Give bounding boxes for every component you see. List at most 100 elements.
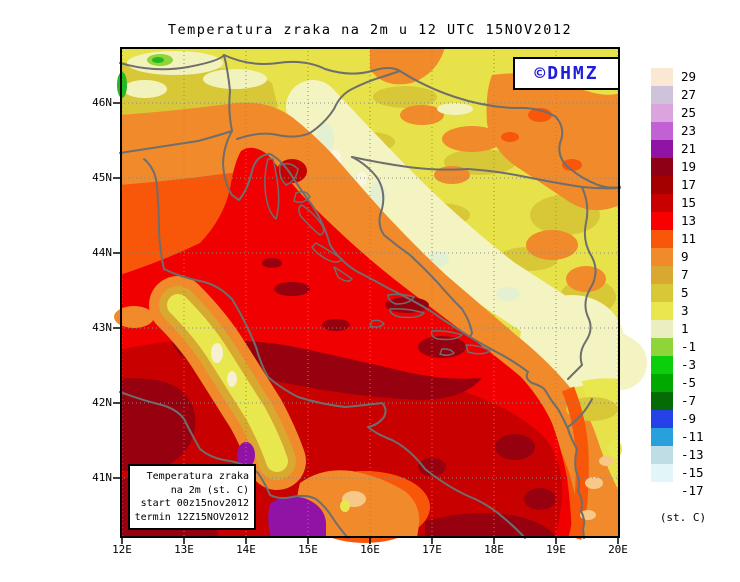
legend-row: -11 [651, 428, 704, 446]
legend-label: 1 [681, 321, 689, 336]
legend-swatch [651, 194, 673, 212]
legend-row: 25 [651, 104, 704, 122]
color-scale-legend: 29 27 25 23 21 19 17 15 13 11 9 7 5 3 1 -1 -3 -5 -7 -9 -11 -1… [651, 68, 704, 500]
lon-label: 16E [360, 543, 380, 556]
legend-label: -9 [681, 411, 697, 426]
legend-label: -5 [681, 375, 697, 390]
legend-row: 9 [651, 248, 704, 266]
legend-row: 11 [651, 230, 704, 248]
legend-row: -9 [651, 410, 704, 428]
lon-label: 12E [112, 543, 132, 556]
lon-label: 20E [608, 543, 628, 556]
legend-row: 13 [651, 212, 704, 230]
legend-swatch [651, 176, 673, 194]
axis-ticks [113, 102, 619, 544]
legend-label: 23 [681, 123, 697, 138]
legend-label: 11 [681, 231, 697, 246]
lat-label: 46N [92, 96, 112, 109]
legend-label: 7 [681, 267, 689, 282]
legend-row: -1 [651, 338, 704, 356]
legend-row: -13 [651, 446, 704, 464]
legend-swatch [651, 230, 673, 248]
map-frame [120, 47, 620, 538]
legend-swatch [651, 86, 673, 104]
legend-swatch [651, 140, 673, 158]
legend-swatch [651, 212, 673, 230]
legend-swatch [651, 122, 673, 140]
legend-label: 3 [681, 303, 689, 318]
info-line: Temperatura zraka [146, 471, 249, 482]
legend-label: -17 [681, 483, 704, 498]
lat-label: 45N [92, 171, 112, 184]
legend-swatch [651, 482, 673, 500]
legend-swatch [651, 374, 673, 392]
legend-row: 7 [651, 266, 704, 284]
legend-label: -1 [681, 339, 697, 354]
legend-swatch [651, 158, 673, 176]
legend-row: -3 [651, 356, 704, 374]
legend-label: 21 [681, 141, 697, 156]
legend-unit-label: (st. C) [659, 511, 707, 524]
legend-swatch [651, 302, 673, 320]
legend-label: -3 [681, 357, 697, 372]
lon-label: 18E [484, 543, 504, 556]
legend-swatch [651, 68, 673, 86]
legend-swatch [651, 428, 673, 446]
lat-label: 42N [92, 396, 112, 409]
legend-label: 17 [681, 177, 697, 192]
legend-swatch [651, 248, 673, 266]
legend-row: 27 [651, 86, 704, 104]
legend-label: -11 [681, 429, 704, 444]
legend-label: -15 [681, 465, 704, 480]
legend-row: 3 [651, 302, 704, 320]
grid-lines [120, 47, 620, 538]
legend-label: 13 [681, 213, 697, 228]
lon-label: 17E [422, 543, 442, 556]
legend-label: 15 [681, 195, 697, 210]
legend-row: 5 [651, 284, 704, 302]
legend-swatch [651, 320, 673, 338]
legend-swatch [651, 284, 673, 302]
legend-swatch [651, 392, 673, 410]
page-title: Temperatura zraka na 2m u 12 UTC 15NOV20… [167, 22, 573, 38]
legend-row: 29 [651, 68, 704, 86]
lon-label: 13E [174, 543, 194, 556]
legend-row: -5 [651, 374, 704, 392]
lon-label: 14E [236, 543, 256, 556]
legend-label: 19 [681, 159, 697, 174]
lon-label: 15E [298, 543, 318, 556]
dhmz-text: ©DHMZ [534, 63, 599, 84]
legend-swatch [651, 410, 673, 428]
temperature-map-canvas [113, 47, 647, 544]
lat-label: 41N [92, 471, 112, 484]
run-info-box: Temperatura zraka na 2m (st. C) start 00… [128, 464, 256, 530]
legend-swatch [651, 104, 673, 122]
legend-swatch [651, 266, 673, 284]
info-line: start 00z15nov2012 [140, 498, 249, 509]
lon-label: 19E [546, 543, 566, 556]
legend-row: -15 [651, 464, 704, 482]
legend-row: 17 [651, 176, 704, 194]
legend-row: 1 [651, 320, 704, 338]
legend-label: -7 [681, 393, 697, 408]
info-line: na 2m (st. C) [170, 484, 249, 496]
legend-row: 21 [651, 140, 704, 158]
legend-swatch [651, 338, 673, 356]
island-outlines [264, 158, 491, 357]
legend-row: -7 [651, 392, 704, 410]
info-line: termin 12Z15NOV2012 [134, 511, 249, 523]
legend-label: 5 [681, 285, 689, 300]
lat-label: 44N [92, 246, 112, 259]
legend-label: 25 [681, 105, 697, 120]
lat-label: 43N [92, 321, 112, 334]
legend-label: 27 [681, 87, 697, 102]
legend-row: 15 [651, 194, 704, 212]
legend-label: 9 [681, 249, 689, 264]
legend-label: -13 [681, 447, 704, 462]
legend-row: -17 [651, 482, 704, 500]
dhmz-watermark-box: ©DHMZ [513, 57, 620, 90]
legend-swatch [651, 464, 673, 482]
legend-row: 19 [651, 158, 704, 176]
legend-swatch [651, 356, 673, 374]
